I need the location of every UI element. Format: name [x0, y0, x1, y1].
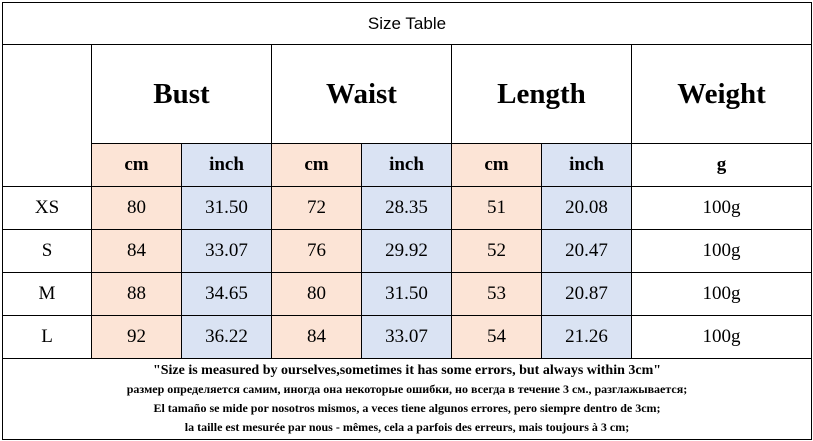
size-value: 51: [451, 186, 542, 230]
note: El tamaño se mide por nosotros mismos, a…: [153, 401, 661, 415]
unit-header: inch: [361, 143, 452, 187]
size-value: 100g: [631, 186, 812, 230]
size-value: 100g: [631, 229, 812, 273]
size-value: 20.87: [541, 272, 632, 316]
size-value: 84: [271, 315, 362, 359]
size-value: 33.07: [361, 315, 452, 359]
size-value: 20.47: [541, 229, 632, 273]
unit-header: inch: [181, 143, 272, 187]
note: la taille est mesurée par nous - mêmes, …: [184, 420, 630, 434]
size-label: S: [2, 229, 92, 273]
column-header: Weight: [631, 44, 812, 144]
size-value: 31.50: [181, 186, 272, 230]
size-value: 29.92: [361, 229, 452, 273]
size-label: XS: [2, 186, 92, 230]
size-value: 88: [91, 272, 182, 316]
size-value: 100g: [631, 272, 812, 316]
size-value: 84: [91, 229, 182, 273]
size-value: 52: [451, 229, 542, 273]
size-value: 54: [451, 315, 542, 359]
column-header: Length: [451, 44, 632, 144]
size-value: 76: [271, 229, 362, 273]
unit-header: inch: [541, 143, 632, 187]
unit-header: g: [631, 143, 812, 187]
size-value: 36.22: [181, 315, 272, 359]
size-value: 100g: [631, 315, 812, 359]
table-title: Size Table: [2, 2, 812, 45]
column-header: Waist: [271, 44, 452, 144]
corner-cell: [2, 44, 92, 187]
size-value: 21.26: [541, 315, 632, 359]
size-value: 80: [271, 272, 362, 316]
unit-header: cm: [91, 143, 182, 187]
size-value: 20.08: [541, 186, 632, 230]
size-value: 33.07: [181, 229, 272, 273]
note: "Size is measured by ourselves,sometimes…: [152, 363, 662, 378]
size-label: M: [2, 272, 92, 316]
size-value: 72: [271, 186, 362, 230]
unit-header: cm: [271, 143, 362, 187]
size-value: 28.35: [361, 186, 452, 230]
unit-header: cm: [451, 143, 542, 187]
note: размер определяется самим, иногда она не…: [126, 382, 688, 396]
size-value: 92: [91, 315, 182, 359]
size-value: 34.65: [181, 272, 272, 316]
notes: "Size is measured by ourselves,sometimes…: [2, 358, 812, 440]
size-value: 53: [451, 272, 542, 316]
size-label: L: [2, 315, 92, 359]
column-header: Bust: [91, 44, 272, 144]
size-value: 31.50: [361, 272, 452, 316]
size-value: 80: [91, 186, 182, 230]
